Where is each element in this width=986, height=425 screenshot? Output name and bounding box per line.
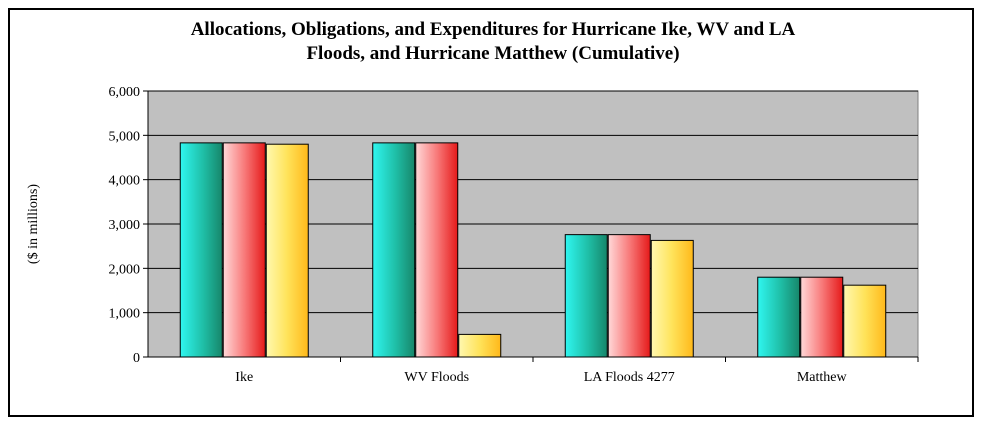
bar-series-2 [415,142,459,358]
bar-series-1 [372,142,416,358]
x-tick-label: WV Floods [404,370,469,385]
chart-title-line-1: Allocations, Obligations, and Expenditur… [190,19,796,40]
x-tick-label: Matthew [797,370,848,385]
bar-series-1 [179,142,223,358]
bar-series-1 [564,234,608,358]
y-tick-label: 4,000 [109,174,141,189]
x-tick-label: Ike [235,370,253,385]
y-tick-label: 1,000 [109,307,141,322]
y-tick-label: 3,000 [109,218,141,233]
bar-series-2 [222,142,266,358]
plot-area: 0 1,000 2,000 3,000 4,000 5,000 6,000 Ike WV Flo… [109,85,919,385]
chart-title-line-2: Floods, and Hurricane Matthew (Cumulativ… [306,43,680,64]
chart-title: Allocations, Obligations, and Expenditur… [0,18,986,66]
y-tick-label: 2,000 [109,262,141,277]
y-tick-label: 5,000 [109,129,141,144]
bar-series-2 [800,276,844,358]
bar-series-3 [265,143,309,358]
x-tick-label: LA Floods 4277 [584,370,675,385]
bar-series-2 [607,234,651,358]
bar-series-3 [650,239,694,358]
bar-series-3 [843,284,887,358]
bar-series-1 [757,276,801,358]
bar-series-3 [458,333,502,358]
y-tick-label: 6,000 [109,85,141,100]
y-tick-label: 0 [133,351,140,366]
